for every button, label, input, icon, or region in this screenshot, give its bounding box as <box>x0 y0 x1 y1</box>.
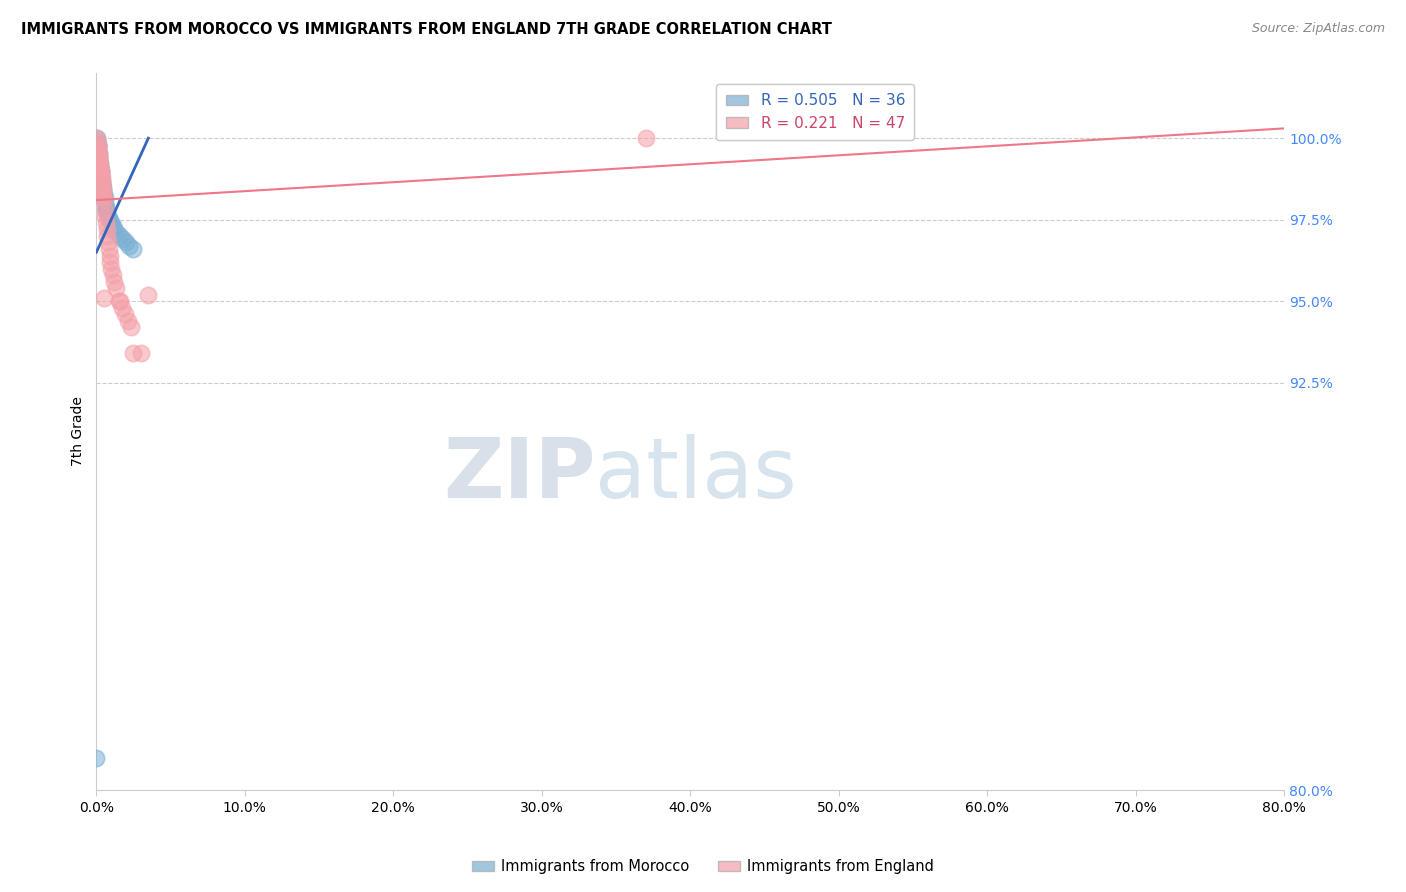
Point <box>90 173 112 187</box>
Point <box>86 135 108 149</box>
Legend: R = 0.505   N = 36, R = 0.221   N = 47: R = 0.505 N = 36, R = 0.221 N = 47 <box>717 84 914 140</box>
Point <box>120 320 142 334</box>
Point <box>87 145 110 159</box>
Point <box>87 147 110 161</box>
Point <box>87 147 110 161</box>
Legend: Immigrants from Morocco, Immigrants from England: Immigrants from Morocco, Immigrants from… <box>465 854 941 880</box>
Point <box>105 226 128 240</box>
Point <box>89 153 111 168</box>
Point <box>93 186 115 201</box>
Point <box>90 167 112 181</box>
Point <box>94 196 117 211</box>
Point <box>89 161 111 175</box>
Point <box>89 161 111 175</box>
Point <box>98 212 121 227</box>
Point <box>100 255 122 269</box>
Point <box>91 183 114 197</box>
Point <box>90 170 112 185</box>
Point <box>87 151 110 165</box>
Point <box>98 242 121 256</box>
Point <box>97 235 120 250</box>
Point <box>100 261 122 276</box>
Point <box>96 222 118 236</box>
Point <box>97 210 120 224</box>
Point <box>96 229 118 244</box>
Point <box>103 275 125 289</box>
Point <box>93 291 115 305</box>
Point <box>115 235 138 250</box>
Point <box>86 135 108 149</box>
Point <box>93 202 115 217</box>
Point <box>89 163 111 178</box>
Point <box>96 202 118 217</box>
Point <box>91 183 114 197</box>
Point <box>86 137 108 152</box>
Point <box>89 163 111 178</box>
Point <box>86 750 108 764</box>
Point <box>94 200 117 214</box>
Point <box>90 173 112 187</box>
Point <box>90 163 112 178</box>
Point <box>117 314 139 328</box>
Point <box>91 180 114 194</box>
Point <box>101 219 124 234</box>
Point <box>94 216 117 230</box>
Point <box>90 170 112 185</box>
Point <box>98 248 121 262</box>
Point <box>112 232 135 246</box>
Point <box>108 294 131 309</box>
Point <box>89 161 111 175</box>
Point <box>93 193 115 207</box>
Point <box>122 346 145 360</box>
Point <box>89 157 111 171</box>
Point <box>101 268 124 282</box>
Text: Source: ZipAtlas.com: Source: ZipAtlas.com <box>1251 22 1385 36</box>
Point <box>87 151 110 165</box>
Point <box>87 151 110 165</box>
Point <box>87 137 110 152</box>
Point <box>103 222 125 236</box>
Point <box>110 301 132 315</box>
Y-axis label: 7th Grade: 7th Grade <box>72 397 86 467</box>
Text: atlas: atlas <box>595 434 797 515</box>
Point <box>107 294 129 309</box>
Point <box>91 177 114 191</box>
Point <box>96 206 118 220</box>
Point <box>114 307 136 321</box>
Point <box>136 287 159 301</box>
Point <box>87 141 110 155</box>
Point <box>91 177 114 191</box>
Point <box>87 141 110 155</box>
Text: ZIP: ZIP <box>443 434 595 515</box>
Text: IMMIGRANTS FROM MOROCCO VS IMMIGRANTS FROM ENGLAND 7TH GRADE CORRELATION CHART: IMMIGRANTS FROM MOROCCO VS IMMIGRANTS FR… <box>21 22 832 37</box>
Point <box>87 145 110 159</box>
Point <box>91 186 114 201</box>
Point <box>122 242 145 256</box>
Point <box>108 229 131 244</box>
Point <box>89 153 111 168</box>
Point <box>86 131 108 145</box>
Point <box>104 281 127 295</box>
Point <box>93 192 115 206</box>
Point <box>90 170 112 185</box>
Point <box>91 180 114 194</box>
Point <box>89 157 111 171</box>
Point <box>94 210 117 224</box>
Point <box>93 190 115 204</box>
Point <box>86 137 108 152</box>
Point <box>100 216 122 230</box>
Point <box>118 239 141 253</box>
Point <box>634 131 657 145</box>
Point <box>86 131 108 145</box>
Point <box>129 346 152 360</box>
